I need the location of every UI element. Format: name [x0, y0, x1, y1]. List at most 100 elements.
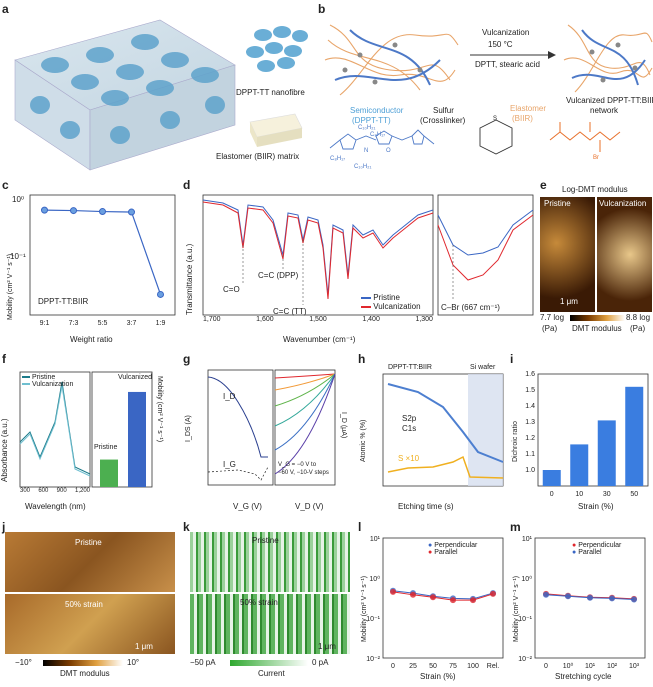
i-bar-0 [542, 470, 561, 486]
vulcanization-scheme [324, 24, 653, 155]
i-xlabel: Strain (%) [578, 502, 614, 511]
sulfur-label: Sulfur [433, 106, 454, 115]
e-cbar-max: 8.8 log [626, 313, 651, 322]
e-vulc-label: Vulcanization [599, 199, 647, 208]
m-xtick-1: 10⁰ [563, 662, 574, 670]
d-ylabel: Transmittance (a.u.) [185, 243, 194, 315]
l-ytick-1: 10⁰ [369, 575, 380, 583]
m-ytick-2: 10⁻¹ [518, 616, 532, 623]
chart-h [382, 373, 504, 487]
e-cbar-min-unit: (Pa) [542, 324, 558, 333]
m-xlabel: Stretching cycle [555, 672, 612, 681]
k-scalebar: 1 μm [318, 642, 336, 651]
l-xlabel: Strain (%) [420, 672, 456, 681]
k-strain-label: 50% strain [240, 598, 278, 607]
panel-j: Pristine 50% strain 1 μm −10° 10° DMT mo… [5, 532, 180, 682]
e-title: Log-DMT modulus [562, 185, 628, 194]
panel-g: I_D I_G V_G (V) V_D (V) V_G = −0 V to −6… [183, 362, 353, 517]
i-xtick-1: 10 [575, 491, 583, 498]
h-c1s-label: C1s [402, 424, 417, 433]
chart-c: 9:1 7:3 5:5 3:7 1:9 [29, 194, 176, 327]
g-ig-curve [207, 466, 269, 481]
f-bar-0 [100, 459, 118, 487]
semiconductor-label: Semiconductor [350, 106, 404, 115]
chem-c10b: C₁₀H₂₁ [354, 164, 372, 170]
l-legend-perp: ● Perpendicular [428, 542, 478, 549]
m-point-1-1 [565, 593, 571, 600]
panel-b: Vulcanization 150 °C DPTT, stearic acid … [320, 10, 653, 175]
c-xtick-1: 7:3 [69, 320, 79, 327]
j-strain-label: 50% strain [65, 600, 103, 609]
g-note2: −60 V, −10-V steps [278, 470, 329, 476]
f-y2label: Mobility (cm² V⁻¹ s⁻¹) [156, 376, 163, 443]
panel-label-c: c [2, 178, 9, 192]
panel-label-h: h [358, 352, 366, 366]
m-ytick-3: 10⁻² [518, 656, 532, 663]
g-note1: V_G = −0 V to [278, 462, 317, 468]
f-ylabel: Absorbance (a.u.) [0, 418, 9, 482]
m-ytick-0: 10¹ [522, 536, 533, 543]
h-ylabel: Atomic % (%) [360, 419, 367, 462]
ftir-pristine-line [202, 199, 434, 296]
elastomer-label: Elastomer [510, 104, 547, 113]
panel-label-f: f [2, 352, 6, 366]
f-xlabel: Wavelength (nm) [25, 502, 86, 511]
l-ytick-3: 10⁻² [366, 656, 380, 663]
m-legend-para: ● Parallel [572, 549, 602, 556]
l-xtick-5: Rel. [487, 663, 500, 670]
j-cbar-max: 10° [127, 658, 140, 667]
l-xtick-1: 25 [409, 663, 417, 670]
m-point-1-3 [609, 595, 615, 602]
d-ann2: C=C (DPP) [258, 271, 299, 280]
e-cbar-label: DMT modulus [572, 324, 622, 333]
e-pristine-label: Pristine [544, 199, 571, 208]
d-legend: Pristine Vulcanization [361, 293, 431, 311]
f-legend: Pristine Vulcanization [22, 374, 73, 388]
chem-br: Br [593, 155, 599, 161]
c-ytick-0: 10⁰ [12, 195, 25, 204]
chart-g [207, 369, 336, 486]
ftir-vulc-line [202, 201, 434, 300]
chart-f [19, 371, 153, 488]
panel-f: Pristine Vulcanization Absorbance (a.u.)… [0, 362, 180, 517]
h-xlabel: Etching time (s) [398, 502, 454, 511]
panel-label-e: e [540, 178, 547, 192]
d-legend-vulc: Vulcanization [361, 302, 431, 311]
l-ytick-0: 10¹ [370, 536, 381, 543]
c-ytick-1: 10⁻¹ [10, 252, 26, 261]
e-vulc-image [597, 197, 652, 312]
g-xlabel2: V_D (V) [295, 502, 324, 511]
panel-e: Log-DMT modulus Pristine Vulcanization 1… [540, 185, 653, 350]
d-xlabel: Wavenumber (cm⁻¹) [283, 335, 356, 344]
panel-label-a: a [2, 2, 9, 16]
m-point-1-0 [543, 591, 549, 598]
l-line-1 [392, 591, 494, 601]
panel-label-g: g [183, 352, 191, 366]
l-line-0 [392, 590, 494, 600]
g-id-label: I_D [223, 392, 236, 401]
f-bar-vulc-label: Vulcanized [118, 374, 152, 381]
i-ytick-2: 1.2 [525, 435, 535, 442]
m-legend: ● Perpendicular ● Parallel [572, 542, 621, 556]
c-sample-label: DPPT-TT:BIIR [38, 297, 89, 306]
l-point-1-4 [470, 597, 476, 604]
chem-c10: C₁₀H₂₁ [358, 125, 376, 131]
d-legend-pristine: Pristine [361, 293, 431, 302]
i-bar-1 [570, 444, 589, 486]
chart-l: 0 25 50 75 100 Rel. 10¹ 10⁰ 10⁻¹ 10⁻² [366, 536, 504, 670]
m-xtick-2: 10¹ [585, 663, 596, 670]
g-ig-label: I_G [223, 460, 236, 469]
i-bar-3 [625, 386, 644, 486]
chart-m: 0 10⁰ 10¹ 10² 10³ 10¹ 10⁰ 10⁻¹ 10⁻² [518, 536, 646, 670]
panel-label-b: b [318, 2, 326, 16]
i-ytick-6: 1.6 [525, 371, 535, 378]
j-strain-image [5, 594, 175, 654]
panel-c: 9:1 7:3 5:5 3:7 1:9 10⁰ 10⁻¹ Mobility (cm² V… [0, 185, 180, 350]
k-pristine-label: Pristine [252, 536, 279, 545]
j-pristine-image [5, 532, 175, 592]
g-ylabel: I_DS (A) [185, 415, 192, 442]
l-ylabel: Mobility (cm² V⁻¹ s⁻¹) [361, 575, 368, 642]
crosslinker-label: (Crosslinker) [420, 116, 466, 125]
k-cbar-max: 0 pA [312, 658, 329, 667]
e-pristine-image [540, 197, 595, 312]
